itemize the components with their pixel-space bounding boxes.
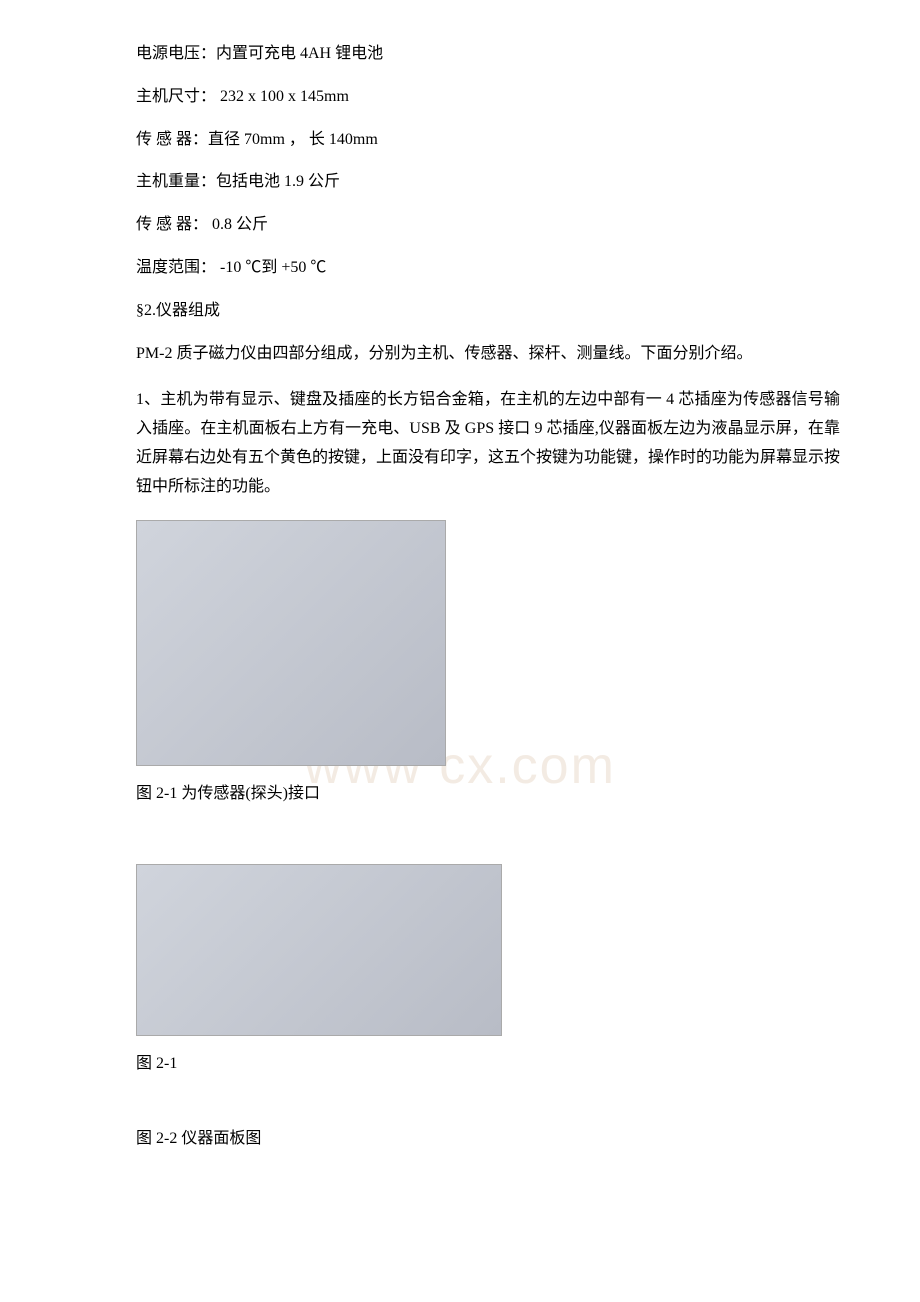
figure-2-2-label: 图 2-2 仪器面板图 xyxy=(136,1125,840,1154)
spec-temp-range: 温度范围： -10 ℃到 +50 ℃ xyxy=(136,254,840,283)
spec-power: 电源电压：内置可充电 4AH 锂电池 xyxy=(136,40,840,69)
spec-sensor-size: 传 感 器：直径 70mm ， 长 140mm xyxy=(136,126,840,155)
figure-2-2-image xyxy=(136,864,502,1036)
spec-host-size: 主机尺寸： 232 x 100 x 145mm xyxy=(136,83,840,112)
section-2-title: §2.仪器组成 xyxy=(136,297,840,326)
figure-2-1-description: 图 2-1 为传感器(探头)接口 xyxy=(136,780,840,809)
spec-host-weight: 主机重量：包括电池 1.9 公斤 xyxy=(136,168,840,197)
section-2-para-1: PM-2 质子磁力仪由四部分组成，分别为主机、传感器、探杆、测量线。下面分别介绍… xyxy=(136,340,840,369)
spec-sensor-weight: 传 感 器： 0.8 公斤 xyxy=(136,211,840,240)
section-2-para-2: 1、主机为带有显示、键盘及插座的长方铝合金箱，在主机的左边中部有一 4 芯插座为… xyxy=(136,386,840,501)
figure-2-1-label: 图 2-1 xyxy=(136,1050,840,1079)
figure-2-1-image xyxy=(136,520,446,766)
